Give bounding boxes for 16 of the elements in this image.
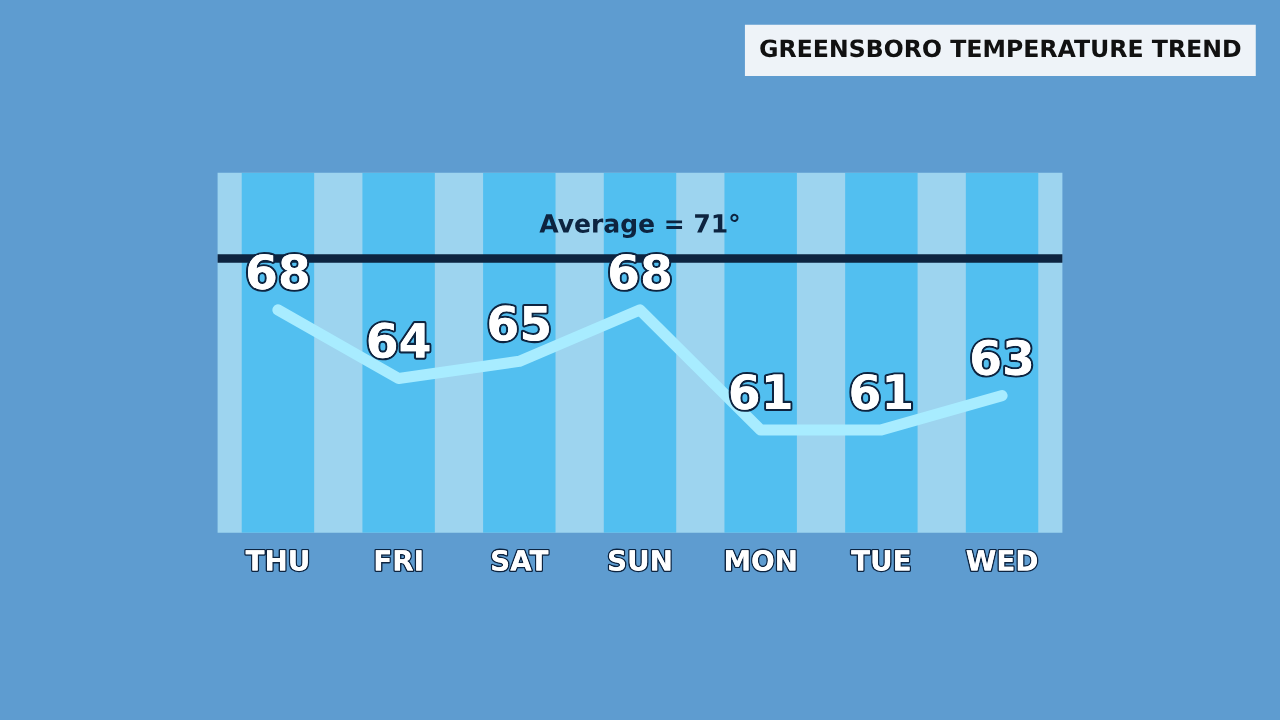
x-tick-label: TUE	[851, 550, 910, 571]
data-label: 68	[248, 253, 308, 290]
x-tick-label: WED	[966, 550, 1037, 571]
x-tick-label: SUN	[609, 549, 671, 571]
data-label: 64	[368, 322, 430, 359]
data-label: 65	[489, 305, 549, 342]
data-label: 61	[730, 374, 791, 410]
x-tick-label: MON	[725, 549, 796, 571]
x-tick-label: FRI	[375, 550, 422, 571]
data-label: 68	[610, 253, 670, 290]
chart-title: GREENSBORO TEMPERATURE TREND	[760, 39, 1241, 58]
x-tick-label: SAT	[492, 549, 549, 571]
data-label: 61	[851, 374, 911, 410]
ref-line-label: Average = 71°	[539, 213, 739, 238]
x-tick-label: THU	[245, 550, 308, 571]
data-label: 63	[972, 339, 1032, 376]
